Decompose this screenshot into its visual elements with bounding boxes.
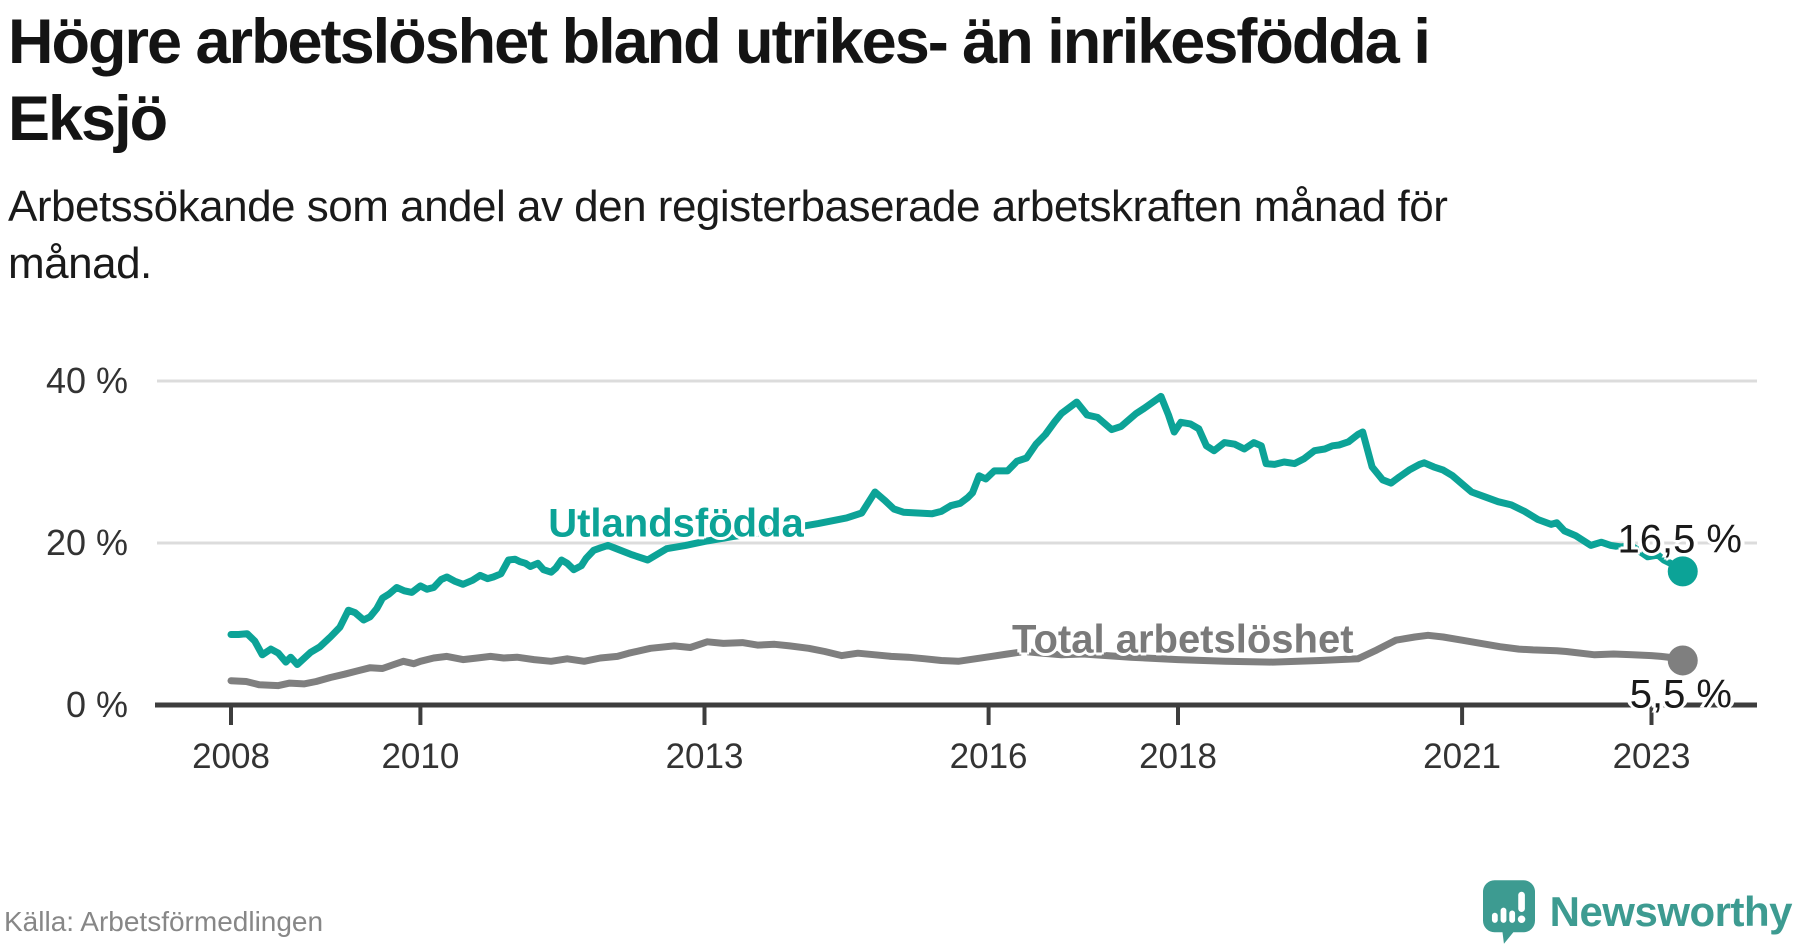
end-value-label-total-arbetsloshet: 5,5 %: [1629, 672, 1732, 717]
x-axis-tick-label: 2008: [192, 737, 270, 776]
series-label-total-arbetsloshet: Total arbetslöshet: [1012, 617, 1354, 662]
y-axis-tick-label: 0 %: [66, 684, 128, 725]
series-end-dot: [1667, 556, 1698, 587]
series-line-total-arbetsl-shet: [227, 631, 1687, 690]
newsworthy-speech-bubble-chart-icon: [1482, 880, 1535, 944]
chart-subtitle: Arbetssökande som andel av den registerb…: [8, 182, 1448, 289]
newsworthy-wordmark: Newsworthy: [1549, 888, 1793, 935]
series-line-utlandsf-dda: [227, 392, 1687, 668]
x-axis-tick-label: 2013: [666, 737, 744, 776]
x-axis-tick-label: 2018: [1139, 737, 1217, 776]
end-value-label-utlandsfodda: 16,5 %: [1617, 517, 1742, 562]
y-axis-tick-label: 20 %: [46, 522, 128, 563]
x-axis-tick-label: 2023: [1613, 737, 1691, 776]
x-axis-tick-label: 2016: [950, 737, 1028, 776]
source-attribution: Källa: Arbetsförmedlingen: [4, 906, 324, 937]
newsworthy-branding: Newsworthy: [1482, 880, 1793, 944]
page-title: Högre arbetslöshet bland utrikes- än inr…: [8, 7, 1431, 154]
y-axis-tick-label: 40 %: [46, 360, 128, 401]
series-label-utlandsfodda: Utlandsfödda: [548, 501, 804, 546]
x-axis-tick-label: 2010: [381, 737, 459, 776]
series-end-dot: [1667, 645, 1698, 676]
x-axis-tick-label: 2021: [1423, 737, 1501, 776]
